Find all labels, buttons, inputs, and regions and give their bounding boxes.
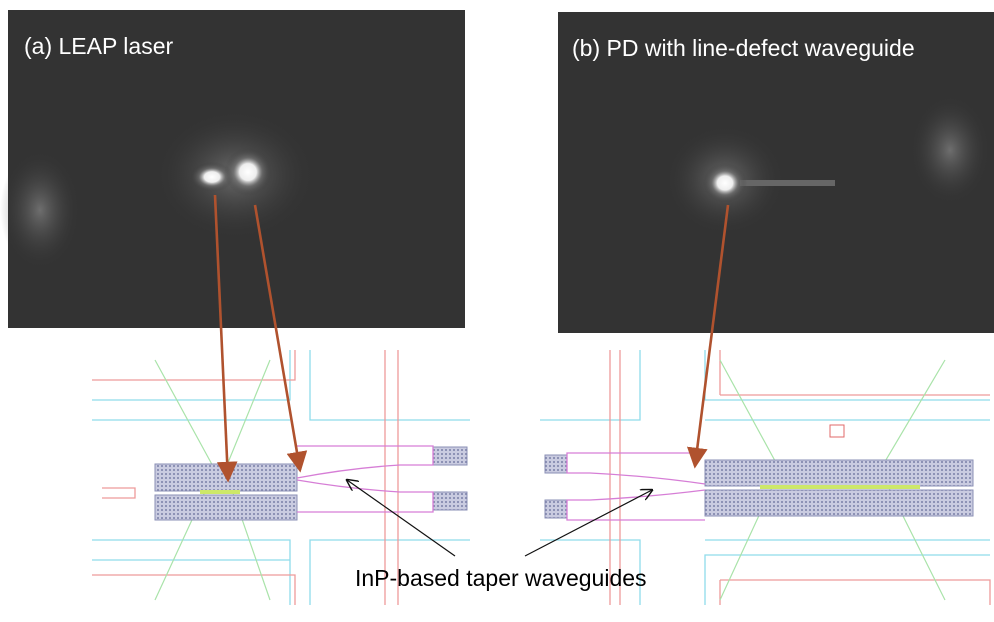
panel-label: (b) PD with line-defect waveguide	[572, 35, 915, 61]
photo-a: (a) LEAP laser	[0, 10, 465, 328]
annotation: InP-based taper waveguides	[355, 565, 647, 591]
figure: (a) LEAP laser (b) PD with line-defect w…	[0, 0, 994, 622]
photo-b: (b) PD with line-defect waveguide	[558, 12, 994, 333]
panel-label: (a) LEAP laser	[24, 33, 173, 59]
